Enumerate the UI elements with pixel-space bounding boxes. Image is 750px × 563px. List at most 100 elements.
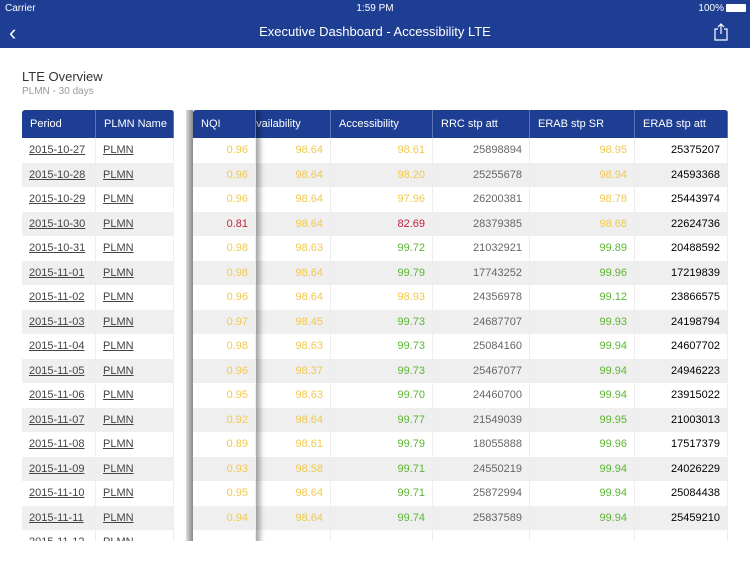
- column-header[interactable]: NQI: [193, 110, 256, 138]
- period-link[interactable]: 2015-11-09: [22, 456, 96, 481]
- cell-availability: 98.61: [256, 432, 331, 457]
- cell-accessibility: 99.73: [331, 309, 433, 334]
- period-link[interactable]: 2015-10-27: [22, 138, 96, 163]
- table-row: 98.63 99.70 24460700 99.94 23915022: [256, 383, 728, 408]
- cell-availability: 98.64: [256, 407, 331, 432]
- cell-erab-stp-att: 22624736: [635, 211, 728, 236]
- cell-availability: 98.58: [256, 456, 331, 481]
- plmn-link[interactable]: PLMN: [96, 309, 174, 334]
- cell-nqi: 0.95: [193, 383, 256, 408]
- cell-accessibility: 99.79: [331, 260, 433, 285]
- period-link[interactable]: 2015-10-30: [22, 211, 96, 236]
- plmn-link[interactable]: PLMN: [96, 285, 174, 310]
- cell-nqi: 0.89: [193, 432, 256, 457]
- cell-erab-stp-att: 17219839: [635, 260, 728, 285]
- table-row: 98.45 99.73 24687707 99.93 24198794: [256, 309, 728, 334]
- cell-nqi: 0.93: [193, 456, 256, 481]
- cell-erab-stp-sr: 99.94: [530, 505, 635, 530]
- cell-erab-stp-sr: 98.78: [530, 187, 635, 212]
- plmn-link[interactable]: PLMN: [96, 334, 174, 359]
- plmn-link[interactable]: PLMN: [96, 383, 174, 408]
- column-header[interactable]: ERAB stp SR: [530, 110, 635, 138]
- period-link[interactable]: 2015-11-11: [22, 505, 96, 530]
- chevron-left-icon[interactable]: ‹: [9, 20, 17, 45]
- cell-availability: 98.64: [256, 211, 331, 236]
- plmn-link[interactable]: PLMN: [96, 456, 174, 481]
- cell-nqi: 0.96: [193, 285, 256, 310]
- cell-accessibility: 99.79: [331, 432, 433, 457]
- column-header[interactable]: PLMN Name: [96, 110, 174, 138]
- cell-accessibility: 98.61: [331, 138, 433, 163]
- table-row: 0.98: [193, 260, 256, 285]
- plmn-link[interactable]: PLMN: [96, 260, 174, 285]
- plmn-link[interactable]: PLMN: [96, 358, 174, 383]
- cell-erab-stp-att: 24946223: [635, 358, 728, 383]
- period-link[interactable]: 2015-11-04: [22, 334, 96, 359]
- cell-erab-stp-att: 25443974: [635, 187, 728, 212]
- plmn-link[interactable]: PLMN: [96, 407, 174, 432]
- table-row: 98.37 99.73 25467077 99.94 24946223: [256, 358, 728, 383]
- table-row: 2015-11-05 PLMN: [22, 358, 174, 383]
- column-header[interactable]: RRC stp att: [433, 110, 530, 138]
- table-row: 0.98: [193, 236, 256, 261]
- table-row: 2015-11-06 PLMN: [22, 383, 174, 408]
- table-row: 98.63 99.72 21032921 99.89 20488592: [256, 236, 728, 261]
- period-link[interactable]: 2015-10-28: [22, 162, 96, 187]
- cell-availability: 98.63: [256, 383, 331, 408]
- column-header[interactable]: Availability: [256, 110, 331, 138]
- column-header[interactable]: Accessibility: [331, 110, 433, 138]
- plmn-link[interactable]: PLMN: [96, 505, 174, 530]
- scrollable-columns[interactable]: AvailabilityAccessibilityRRC stp attERAB…: [256, 110, 728, 541]
- period-link[interactable]: 2015-10-29: [22, 187, 96, 212]
- table-row: 2015-11-02 PLMN: [22, 285, 174, 310]
- period-link[interactable]: 2015-11-08: [22, 432, 96, 457]
- page-title: Executive Dashboard - Accessibility LTE: [259, 24, 491, 39]
- navigation-bar: ‹ Executive Dashboard - Accessibility LT…: [0, 16, 750, 48]
- clock: 1:59 PM: [356, 3, 394, 14]
- table-row: 0.89: [193, 432, 256, 457]
- cell-availability: 98.64: [256, 285, 331, 310]
- period-link[interactable]: 2015-11-05: [22, 358, 96, 383]
- table-row: 98.64 99.74 25837589 99.94 25459210: [256, 505, 728, 530]
- plmn-link[interactable]: PLMN: [96, 138, 174, 163]
- plmn-link[interactable]: PLMN: [96, 481, 174, 506]
- table-row: 0.96: [193, 358, 256, 383]
- cell-erab-stp-sr: 99.95: [530, 407, 635, 432]
- cell-accessibility: [331, 530, 433, 541]
- period-link[interactable]: 2015-11-01: [22, 260, 96, 285]
- column-header[interactable]: Period: [22, 110, 96, 138]
- plmn-link[interactable]: PLMN: [96, 211, 174, 236]
- share-icon[interactable]: [714, 23, 728, 41]
- period-link[interactable]: 2015-10-31: [22, 236, 96, 261]
- period-link[interactable]: 2015-11-12: [22, 530, 96, 541]
- table-row: 98.64 99.79 17743252 99.96 17219839: [256, 260, 728, 285]
- cell-accessibility: 99.77: [331, 407, 433, 432]
- plmn-link[interactable]: PLMN: [96, 530, 174, 541]
- cell-erab-stp-sr: 99.89: [530, 236, 635, 261]
- plmn-link[interactable]: PLMN: [96, 236, 174, 261]
- cell-rrc-stp-att: 24687707: [433, 309, 530, 334]
- period-link[interactable]: 2015-11-06: [22, 383, 96, 408]
- cell-nqi: 0.92: [193, 407, 256, 432]
- cell-erab-stp-att: 24198794: [635, 309, 728, 334]
- cell-erab-stp-sr: 99.12: [530, 285, 635, 310]
- plmn-link[interactable]: PLMN: [96, 162, 174, 187]
- period-link[interactable]: 2015-11-10: [22, 481, 96, 506]
- cell-accessibility: 82.69: [331, 211, 433, 236]
- cell-availability: 98.64: [256, 187, 331, 212]
- cell-accessibility: 99.70: [331, 383, 433, 408]
- cell-erab-stp-att: 25459210: [635, 505, 728, 530]
- cell-availability: 98.45: [256, 309, 331, 334]
- cell-erab-stp-sr: 99.94: [530, 481, 635, 506]
- cell-nqi: 0.98: [193, 334, 256, 359]
- table-row: [193, 530, 256, 541]
- period-link[interactable]: 2015-11-02: [22, 285, 96, 310]
- metrics-table[interactable]: NQI 0.96 0.96 0.96 0.81 0.98 0.98 0.96 0.97 0.98 0…: [193, 110, 728, 541]
- cell-erab-stp-sr: 98.68: [530, 211, 635, 236]
- plmn-link[interactable]: PLMN: [96, 432, 174, 457]
- battery-label: 100%: [698, 3, 724, 14]
- period-link[interactable]: 2015-11-07: [22, 407, 96, 432]
- column-header[interactable]: ERAB stp att: [635, 110, 728, 138]
- plmn-link[interactable]: PLMN: [96, 187, 174, 212]
- period-link[interactable]: 2015-11-03: [22, 309, 96, 334]
